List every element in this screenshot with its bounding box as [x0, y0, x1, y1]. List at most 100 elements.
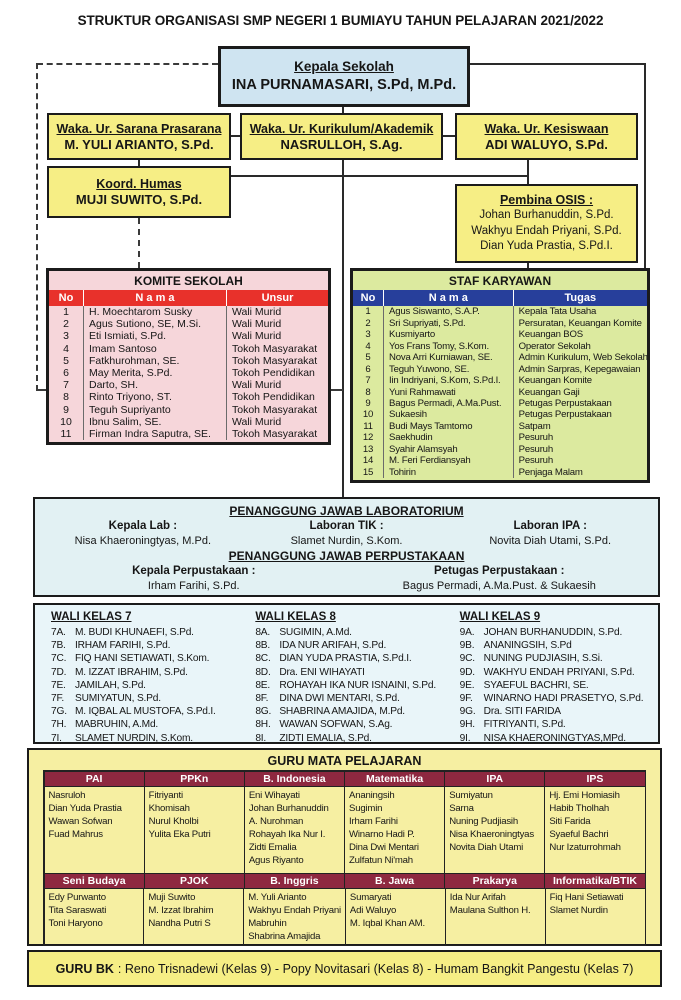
teacher-name: Wakhyu Endah Priyani	[248, 904, 341, 916]
subject-teachers: Ida Nur Arifah Maulana Sulthon H.	[444, 887, 546, 946]
staf-rows: 1 Agus Siswanto, S.A.P. Kepala Tata Usaha 2…	[353, 306, 647, 480]
subject-teachers: Fitriyanti Khomisah Nurul Kholbi Yulita Eka…	[143, 785, 245, 874]
teacher-name: Hj. Emi Homiasih	[549, 789, 620, 801]
teacher-name: Nisa Khaeroningtyas	[449, 828, 534, 840]
row-nama: Agus Siswanto, S.A.P.	[383, 306, 513, 318]
teacher-name: A. Nurohman	[248, 815, 304, 827]
row-nama: Rinto Triyono, ST.	[83, 391, 226, 404]
subject-teachers: Nasruloh Dian Yuda Prastia Wawan Sofwan Fua…	[43, 785, 145, 874]
wali-class-code: 8A.	[255, 627, 271, 638]
teacher-name: Maulana Sulthon H.	[449, 904, 531, 916]
wali-kelas-item: 7G. M. IQBAL AL MUSTOFA, S.Pd.I.	[51, 705, 247, 718]
subject-teachers: Fiq Hani Setiawati Slamet Nurdin	[544, 887, 646, 946]
teacher-name: Yulita Eka Putri	[148, 828, 211, 840]
teacher-name: Edy Purwanto	[48, 891, 107, 903]
dashed-komite-center	[331, 389, 343, 391]
row-unsur: Wali Murid	[225, 330, 328, 343]
pj-name: Irham Farihi, S.Pd.	[147, 580, 240, 592]
wali-class-code: 9F.	[459, 693, 473, 705]
row-no: 3	[365, 329, 371, 341]
table-row: 9 Bagus Permadi, A.Ma.Pust. Petugas Perpus…	[353, 397, 647, 410]
teacher-name: Fiq Hani Setiawati	[549, 891, 624, 903]
row-unsur: Wali Murid	[225, 415, 328, 428]
staf-header-row: No N a m a Tugas	[353, 290, 647, 306]
wali-class-code: 9G.	[459, 706, 476, 718]
wali-class-code: 7H.	[51, 719, 67, 731]
guru-mapel-table: PAI PPKn B. Indonesia Matematika IPA IPS Nasru…	[43, 770, 646, 946]
table-row: 5 Fatkhurohman, SE. Tokoh Masyarakat	[49, 354, 328, 367]
subject-header: Prakarya	[444, 872, 546, 889]
row-unsur: Tokoh Masyarakat	[225, 427, 328, 441]
wali-kelas-item: 8D. Dra. ENI WIHAYATI	[255, 666, 451, 679]
dashed-into-komite	[36, 389, 47, 391]
wali-teacher-name: M. IZZAT IBRAHIM, S.Pd.	[75, 666, 188, 678]
table-row: 11 Budi Mays Tamtomo Satpam	[353, 420, 647, 433]
table-row: 1 Agus Siswanto, S.A.P. Kepala Tata Usaha	[353, 306, 647, 318]
komite-header-nama: N a m a	[83, 290, 226, 306]
wali-teacher-name: IRHAM FARIHI, S.Pd.	[75, 640, 171, 652]
wali-kelas-item: 8F. DINA DWI MENTARI, S.Pd.	[255, 692, 451, 705]
pj-name: Slamet Nurdin, S.Kom.	[290, 535, 403, 547]
wali-teacher-name: WAWAN SOFWAN, S.Ag.	[279, 719, 393, 731]
pj-role: Laboran IPA :	[513, 520, 587, 532]
wali-teacher-name: ANANINGSIH, S.Pd	[483, 640, 572, 652]
teacher-name: Irham Farihi	[349, 815, 398, 827]
wali-teacher-name: Dra. SITI FARIDA	[483, 706, 561, 718]
wali-kelas-9-column: WALI KELAS 9 9A. JOHAN BURHANUDDIN, S.Pd. 9…	[452, 610, 656, 744]
row-tugas: Kepala Tata Usaha	[512, 306, 647, 318]
teacher-name: Fitriyanti	[148, 789, 183, 801]
subject-header-row: Seni Budaya PJOK B. Inggris B. Jawa Prakarya…	[43, 872, 646, 889]
wali-teacher-name: NUNING PUDJIASIH, S.Si.	[483, 653, 603, 665]
wali-class-code: 7G.	[51, 706, 67, 718]
row-nama: Ibnu Salim, SE.	[83, 415, 226, 428]
table-row: 9 Teguh Supriyanto Tokoh Masyarakat	[49, 403, 328, 416]
wali-kelas-item: 9F. WINARNO HADI PRASETYO, S.Pd.	[460, 692, 656, 705]
waka-sarana-name: M. YULI ARIANTO, S.Pd.	[64, 136, 214, 152]
row-no: 1	[63, 306, 69, 319]
table-row: 6 May Merita, S.Pd. Tokoh Pendidikan	[49, 366, 328, 380]
row-unsur: Wali Murid	[225, 318, 328, 331]
teacher-name: M. Izzat Ibrahim	[148, 904, 214, 916]
waka-sarana-title: Waka. Ur. Sarana Prasarana	[56, 121, 222, 136]
subject-body-row: Edy Purwanto Tita Saraswati Toni Haryono Mu…	[43, 887, 646, 946]
table-row: 7 Iin Indriyani, S.Kom, S.Pd.I. Keuangan K…	[353, 374, 647, 387]
wali-class-code: 9H.	[459, 719, 475, 731]
teacher-name: Sumiyatun	[449, 789, 493, 801]
subject-header: PPKn	[143, 770, 245, 787]
pj-name: Nisa Khaeroningtyas, M.Pd.	[74, 535, 212, 547]
row-tugas: Pesuruh	[512, 443, 647, 456]
table-row: 2 Agus Sutiono, SE, M.Si. Wali Murid	[49, 318, 328, 331]
row-nama: Tohirin	[383, 466, 513, 479]
pj-role: Kepala Lab :	[108, 520, 178, 532]
dashed-humas-komite	[138, 218, 140, 268]
subject-header: B. Inggris	[243, 872, 346, 889]
wali-teacher-name: SUMIYATUN, S.Pd.	[75, 693, 161, 705]
wali-class-code: 8E.	[255, 679, 271, 691]
connector-kepala-rightarm	[468, 63, 646, 65]
wali-teacher-name: DINA DWI MENTARI, S.Pd.	[279, 693, 400, 705]
row-nama: May Merita, S.Pd.	[83, 366, 226, 380]
teacher-name: Ananingsih	[349, 789, 395, 801]
row-no: 11	[60, 427, 72, 440]
teacher-name: Dian Yuda Prastia	[48, 802, 122, 814]
wali-teacher-name: JOHAN BURHANUDDIN, S.Pd.	[483, 627, 623, 638]
connector-center-vertical	[342, 158, 344, 497]
wali-kelas-heading: WALI KELAS 8	[255, 611, 336, 623]
row-unsur: Tokoh Masyarakat	[225, 403, 328, 416]
row-nama: Bagus Permadi, A.Ma.Pust.	[383, 397, 513, 410]
wali-kelas-item: 8C. DIAN YUDA PRASTIA, S.Pd.I.	[255, 652, 451, 665]
table-row: 4 Yos Frans Tomy, S.Kom. Operator Sekolah	[353, 340, 647, 352]
connector-sarana-humas	[138, 158, 140, 168]
staf-header-no: No	[360, 292, 376, 304]
komite-header-unsur: Unsur	[225, 290, 328, 306]
teacher-name: Agus Riyanto	[248, 854, 304, 866]
subject-header: PAI	[43, 770, 145, 787]
row-no: 8	[63, 391, 69, 404]
row-tugas: Admin Sarpras, Kepegawaian	[512, 363, 647, 375]
table-row: 11 Firman Indra Saputra, SE. Tokoh Masyara…	[49, 427, 328, 441]
row-no: 10	[60, 415, 72, 428]
wali-kelas-item: 9E. SYAEFUL BACHRI, SE.	[460, 679, 656, 692]
table-row: 7 Darto, SH. Wali Murid	[49, 379, 328, 392]
row-nama: H. Moechtarom Susky	[83, 306, 226, 319]
teacher-name: Sarna	[449, 802, 474, 814]
